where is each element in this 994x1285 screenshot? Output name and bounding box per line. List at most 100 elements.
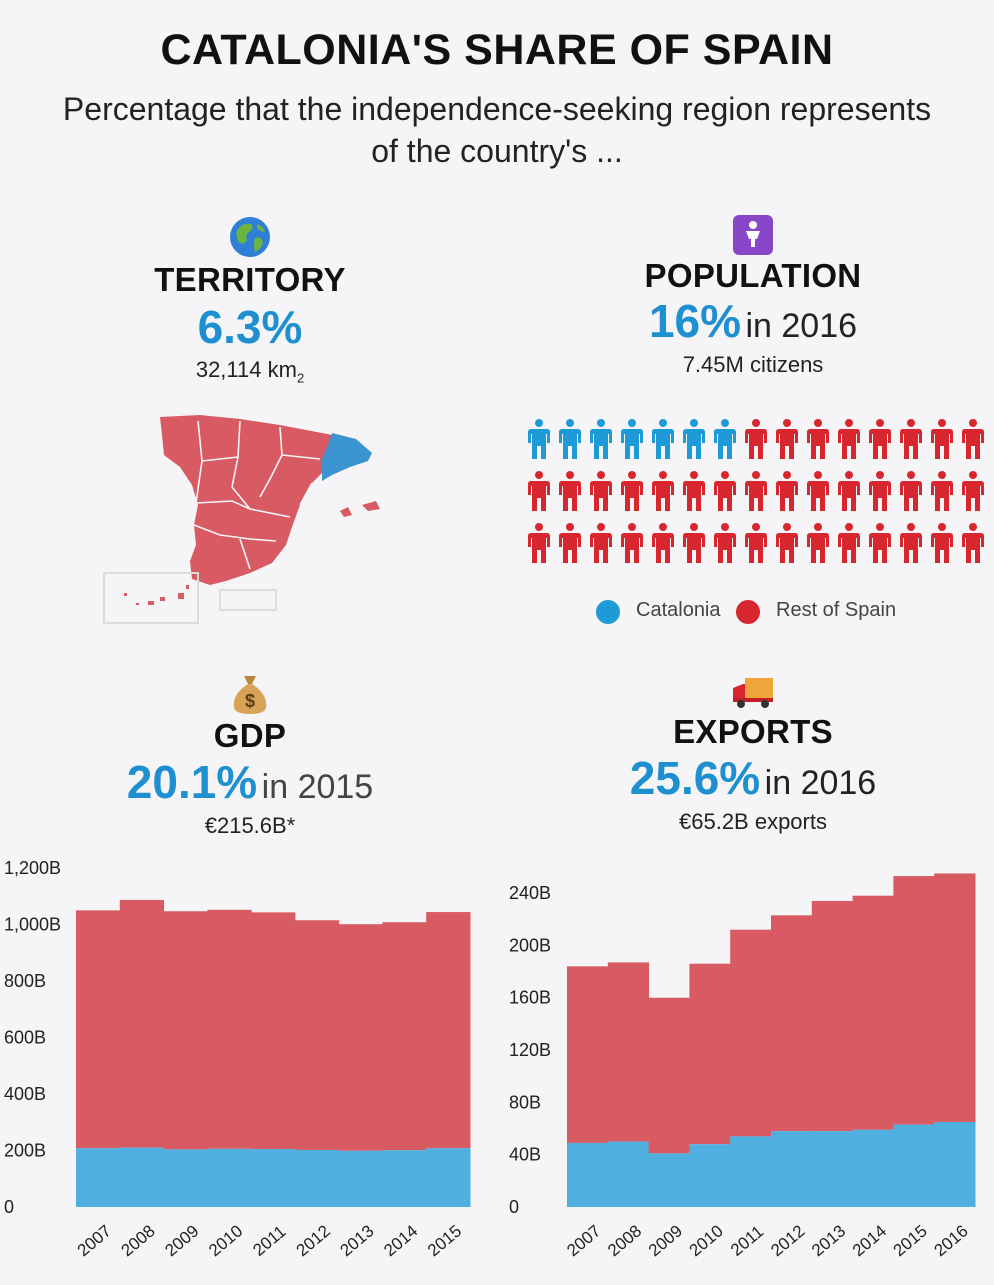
area-segment-catalonia bbox=[771, 1131, 813, 1207]
area-segment-rest bbox=[567, 966, 609, 1143]
person-icon-rest bbox=[652, 471, 674, 511]
person-icon-rest bbox=[683, 523, 705, 563]
area-segment-catalonia bbox=[294, 1149, 340, 1207]
area-segment-catalonia bbox=[338, 1150, 383, 1207]
person-icon-rest bbox=[683, 471, 705, 511]
area-segment-rest bbox=[689, 963, 731, 1145]
legend-label-catalonia: Catalonia bbox=[636, 599, 721, 621]
population-percent: 16% in 2016 bbox=[560, 294, 946, 348]
person-icon-rest bbox=[900, 471, 922, 511]
x-tick-label: 2015 bbox=[424, 1221, 465, 1260]
population-pictogram bbox=[520, 415, 990, 565]
x-tick-label: 2013 bbox=[808, 1221, 849, 1260]
area-segment-rest bbox=[382, 922, 427, 1151]
territory-detail: 32,114 km2 bbox=[100, 357, 400, 385]
x-tick-label: 2009 bbox=[645, 1221, 686, 1260]
person-icon-rest bbox=[776, 471, 798, 511]
area-segment-catalonia bbox=[934, 1121, 976, 1207]
x-tick-label: 2011 bbox=[727, 1222, 767, 1260]
person-icon-rest bbox=[869, 419, 891, 459]
y-tick-label: 80B bbox=[509, 1092, 541, 1112]
gdp-detail: €215.6B* bbox=[204, 813, 296, 838]
person-icon-rest bbox=[869, 471, 891, 511]
y-tick-label: 1,200B bbox=[4, 858, 61, 878]
person-icon-rest bbox=[900, 419, 922, 459]
person-icon-rest bbox=[652, 523, 674, 563]
person-icon-rest bbox=[807, 523, 829, 563]
area-segment-rest bbox=[163, 911, 208, 1150]
area-segment-rest bbox=[251, 912, 296, 1150]
person-icon-rest bbox=[900, 523, 922, 563]
territory-area: 32,114 km bbox=[195, 357, 297, 382]
gdp-label: GDP bbox=[213, 717, 287, 754]
exports-percent: 25.6% in 2016 bbox=[560, 751, 946, 805]
area-segment-catalonia bbox=[607, 1141, 650, 1207]
person-icon-rest bbox=[528, 471, 550, 511]
person-icon-rest bbox=[714, 523, 736, 563]
area-segment-rest bbox=[607, 962, 650, 1142]
gdp-year: in 2015 bbox=[261, 768, 374, 806]
person-icon-rest bbox=[590, 471, 612, 511]
y-tick-label: 240B bbox=[509, 883, 551, 903]
gdp-chart: 0 200B 400B 600B 800B 1,000B 1,200B 2007 2008 200… bbox=[0, 850, 497, 1280]
person-icon-rest bbox=[621, 523, 643, 563]
person-icon-rest bbox=[931, 523, 953, 563]
legend-dot-rest bbox=[736, 600, 760, 624]
area-segment-rest bbox=[934, 873, 976, 1122]
x-tick-label: 2012 bbox=[767, 1221, 808, 1260]
area-segment-catalonia bbox=[648, 1153, 690, 1207]
territory-percent: 6.3% bbox=[100, 300, 400, 354]
area-segment-rest bbox=[294, 920, 340, 1150]
y-tick-label: 200B bbox=[4, 1141, 46, 1161]
population-label: POPULATION bbox=[644, 257, 862, 294]
area-segment-rest bbox=[207, 909, 252, 1149]
person-icon-rest bbox=[590, 523, 612, 563]
area-segment-rest bbox=[338, 924, 383, 1151]
area-segment-catalonia bbox=[426, 1148, 471, 1207]
person-icon-rest bbox=[745, 419, 767, 459]
y-tick-label: 0 bbox=[509, 1197, 519, 1217]
area-segment-catalonia bbox=[689, 1144, 731, 1207]
y-tick-label: 0 bbox=[4, 1197, 14, 1217]
area-segment-rest bbox=[771, 915, 813, 1132]
exports-label: EXPORTS bbox=[673, 713, 833, 750]
person-icon-catalonia bbox=[559, 419, 581, 459]
x-tick-label: 2010 bbox=[205, 1221, 246, 1260]
spain-map bbox=[100, 405, 400, 630]
person-icon-rest bbox=[962, 419, 984, 459]
area-segment-catalonia bbox=[893, 1124, 935, 1207]
person-icon-catalonia bbox=[621, 419, 643, 459]
x-tick-label: 2007 bbox=[563, 1221, 604, 1260]
area-segment-catalonia bbox=[119, 1147, 165, 1207]
area-segment-catalonia bbox=[207, 1148, 252, 1207]
svg-text:$: $ bbox=[245, 691, 255, 711]
person-icon-rest bbox=[869, 523, 891, 563]
x-tick-label: 2016 bbox=[930, 1221, 971, 1260]
person-icon-rest bbox=[776, 419, 798, 459]
territory-area-unit: 2 bbox=[296, 370, 305, 386]
population-percent-value: 16% bbox=[648, 295, 742, 347]
person-icon-rest bbox=[931, 471, 953, 511]
person-icon-rest bbox=[838, 419, 860, 459]
y-tick-label: 800B bbox=[4, 971, 46, 991]
x-tick-label: 2007 bbox=[74, 1221, 115, 1260]
area-segment-rest bbox=[852, 895, 894, 1130]
person-icon-catalonia bbox=[683, 419, 705, 459]
area-segment-catalonia bbox=[76, 1148, 121, 1207]
person-icon-rest bbox=[962, 471, 984, 511]
y-tick-label: 200B bbox=[509, 935, 551, 955]
person-icon-rest bbox=[528, 523, 550, 563]
exports-chart: 0 40B 80B 120B 160B 200B 240B 2007 2008 2009 2010 2… bbox=[497, 850, 994, 1280]
area-segment-rest bbox=[811, 900, 854, 1132]
person-icon-rest bbox=[776, 523, 798, 563]
person-icon-rest bbox=[807, 471, 829, 511]
y-tick-label: 600B bbox=[4, 1028, 46, 1048]
person-icon-catalonia bbox=[528, 419, 550, 459]
gdp-percent: 20.1% in 2015 bbox=[60, 755, 440, 809]
page-title: CATALONIA'S SHARE OF SPAIN bbox=[160, 26, 834, 74]
legend-label-rest: Rest of Spain bbox=[776, 599, 897, 621]
delivery-truck-icon bbox=[731, 674, 775, 710]
exports-detail: €65.2B exports bbox=[679, 809, 827, 834]
globe-icon bbox=[229, 216, 271, 258]
area-segment-rest bbox=[119, 899, 165, 1148]
